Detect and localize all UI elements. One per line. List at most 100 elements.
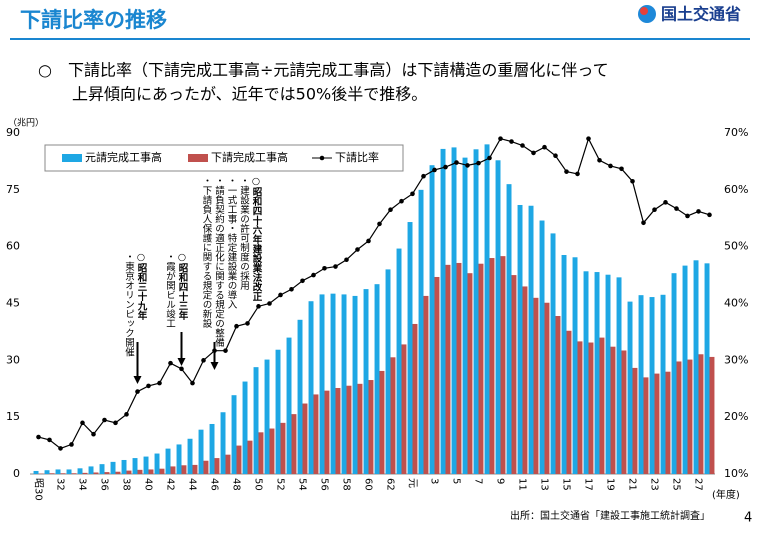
bar bbox=[93, 472, 99, 474]
line-point bbox=[58, 446, 63, 451]
bar bbox=[495, 160, 501, 474]
x-tick-label: 52 bbox=[275, 478, 286, 491]
line-point bbox=[157, 380, 162, 386]
slide-title: 下請比率の推移 bbox=[20, 8, 167, 32]
line-point bbox=[674, 206, 679, 211]
line-point bbox=[432, 167, 437, 173]
line-point bbox=[344, 257, 349, 263]
line-point bbox=[223, 348, 228, 353]
line-point bbox=[311, 272, 316, 278]
bar bbox=[412, 323, 418, 474]
bar bbox=[621, 350, 627, 474]
bar bbox=[121, 459, 127, 474]
bar bbox=[500, 256, 506, 474]
x-tick-label: 46 bbox=[209, 478, 220, 491]
y2-tick-label: 30% bbox=[724, 353, 748, 366]
x-tick-label: 32 bbox=[55, 478, 66, 491]
y-tick-label: 45 bbox=[6, 297, 20, 310]
bar bbox=[352, 295, 358, 474]
y2-tick-label: 70% bbox=[724, 126, 748, 139]
line-point bbox=[421, 173, 426, 179]
y2-tick-label: 20% bbox=[724, 410, 748, 423]
bar bbox=[115, 471, 121, 474]
line-point bbox=[476, 160, 481, 166]
annotation: ・東京オリンピック開催 bbox=[123, 252, 135, 357]
bar bbox=[49, 473, 55, 474]
line-point bbox=[80, 420, 85, 426]
bar bbox=[214, 458, 220, 474]
annotation: ○昭和三十九年 bbox=[136, 252, 149, 321]
bar bbox=[341, 294, 347, 474]
bar bbox=[561, 255, 567, 474]
bar bbox=[390, 357, 396, 474]
bar bbox=[693, 260, 699, 474]
bar bbox=[407, 222, 413, 474]
x-tick-label: 11 bbox=[517, 478, 528, 491]
annotation-arrowhead bbox=[177, 358, 186, 366]
x-tick-label: 昭30 bbox=[33, 478, 45, 501]
line-point bbox=[300, 278, 305, 284]
bar bbox=[192, 464, 198, 474]
bar bbox=[143, 456, 149, 474]
bar bbox=[302, 403, 308, 474]
x-tick-label: 34 bbox=[77, 478, 88, 491]
line-point bbox=[531, 150, 536, 156]
y-tick-label: 15 bbox=[6, 410, 20, 423]
bar bbox=[253, 367, 259, 474]
line-point bbox=[36, 434, 41, 440]
x-tick-label: 36 bbox=[99, 478, 110, 491]
bar bbox=[66, 469, 72, 474]
x-tick-label: 元 bbox=[407, 478, 418, 488]
bar bbox=[165, 448, 171, 474]
bar bbox=[539, 220, 545, 474]
bar bbox=[374, 284, 380, 474]
line-point bbox=[102, 417, 107, 423]
legend-box bbox=[44, 144, 404, 172]
bar bbox=[632, 367, 638, 474]
legend-swatch bbox=[188, 154, 208, 162]
bar bbox=[71, 473, 77, 474]
legend-label: 下請比率 bbox=[335, 150, 379, 164]
bar bbox=[654, 373, 660, 474]
bar bbox=[462, 157, 468, 474]
bar bbox=[583, 271, 589, 474]
bar bbox=[368, 380, 374, 474]
line-point bbox=[168, 360, 173, 366]
line-point bbox=[377, 221, 382, 227]
bar bbox=[99, 464, 105, 474]
bar bbox=[511, 275, 517, 474]
bar bbox=[313, 394, 319, 474]
x-tick-label: 44 bbox=[187, 478, 198, 491]
logo-icon bbox=[638, 5, 656, 23]
y2-tick-label: 50% bbox=[724, 240, 748, 253]
y-tick-label: 0 bbox=[13, 467, 20, 480]
bar bbox=[137, 469, 143, 474]
line-point bbox=[124, 412, 129, 417]
bar bbox=[489, 258, 495, 474]
line-point bbox=[146, 383, 151, 389]
bar bbox=[231, 395, 237, 474]
line-point bbox=[333, 264, 338, 269]
line-point bbox=[520, 143, 525, 148]
bar bbox=[159, 468, 165, 474]
line-point bbox=[685, 213, 690, 219]
annotation-arrowhead bbox=[133, 376, 142, 384]
bar bbox=[170, 466, 176, 474]
bar bbox=[82, 472, 88, 474]
bar bbox=[709, 356, 715, 474]
y-tick-label: 30 bbox=[6, 353, 20, 366]
line-point bbox=[619, 166, 624, 172]
x-tick-label: 25 bbox=[671, 478, 682, 491]
bar bbox=[456, 262, 462, 474]
line-point bbox=[179, 366, 184, 372]
line-point bbox=[586, 136, 591, 141]
bar bbox=[665, 371, 671, 474]
bar bbox=[643, 377, 649, 474]
bar bbox=[682, 265, 688, 474]
bar bbox=[258, 432, 264, 474]
x-tick-label: 21 bbox=[627, 478, 638, 491]
bar bbox=[577, 341, 583, 474]
line-point bbox=[509, 139, 514, 144]
x-tick-label: 3 bbox=[429, 478, 440, 484]
